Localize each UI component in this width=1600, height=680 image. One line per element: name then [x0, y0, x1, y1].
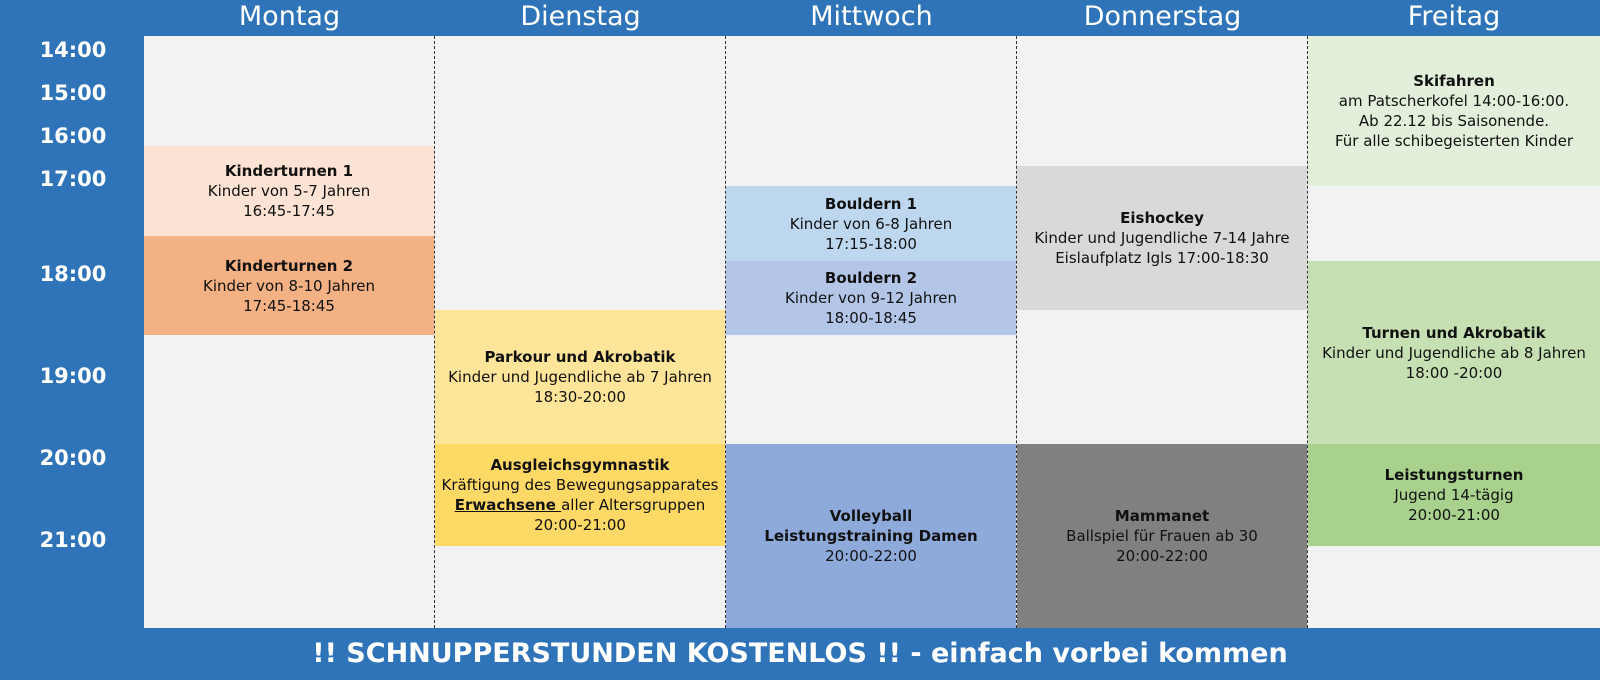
day-header-mittwoch: Mittwoch: [810, 1, 933, 32]
event-skifahren[interactable]: Skifahren am Patscherkofel 14:00-16:00. …: [1308, 36, 1600, 186]
event-detail: Kinder von 6-8 Jahren: [789, 214, 953, 233]
event-time: 20:00-22:00: [1116, 547, 1208, 565]
event-detail-2: Ab 22.12 bis Saisonende.: [1358, 112, 1550, 130]
event-title: Parkour und Akrobatik: [484, 348, 676, 366]
event-detail-2: Erwachsene aller Altersgruppen: [455, 495, 706, 515]
event-time: 17:45-18:45: [243, 296, 335, 315]
event-turnen-akrobatik[interactable]: Turnen und Akrobatik Kinder und Jugendli…: [1308, 261, 1600, 444]
column-divider: [1016, 36, 1017, 628]
schedule-grid: Kinderturnen 1 Kinder von 5-7 Jahren 16:…: [144, 36, 1600, 628]
event-detail: Kinder und Jugendliche ab 7 Jahren: [448, 368, 712, 386]
time-label-1600: 16:00: [39, 124, 107, 148]
event-title: Volleyball: [829, 507, 913, 525]
time-label-1900: 19:00: [39, 364, 107, 388]
event-detail: Kinder von 9-12 Jahren: [784, 289, 958, 307]
event-mammanet[interactable]: Mammanet Ballspiel für Frauen ab 30 20:0…: [1017, 444, 1307, 628]
event-kinderturnen-2[interactable]: Kinderturnen 2 Kinder von 8-10 Jahren 17…: [144, 236, 434, 335]
event-bouldern-1[interactable]: Bouldern 1 Kinder von 6-8 Jahren 17:15-1…: [726, 186, 1016, 261]
event-time: 16:45-17:45: [243, 202, 335, 220]
event-ausgleichsgymnastik[interactable]: Ausgleichsgymnastik Kräftigung des Beweg…: [435, 444, 725, 546]
day-header-freitag: Freitag: [1407, 1, 1501, 32]
event-title: Bouldern 2: [824, 269, 918, 287]
footer-banner: !! SCHNUPPERSTUNDEN KOSTENLOS !! - einfa…: [0, 628, 1600, 677]
event-detail: Kräftigung des Bewegungsapparates: [441, 476, 719, 494]
event-time: 17:15-18:00: [825, 234, 917, 253]
event-bouldern-2[interactable]: Bouldern 2 Kinder von 9-12 Jahren 18:00-…: [726, 261, 1016, 335]
event-eishockey[interactable]: Eishockey Kinder und Jugendliche 7-14 Ja…: [1017, 166, 1307, 310]
time-label-2000: 20:00: [39, 446, 107, 470]
column-divider: [434, 36, 435, 628]
column-divider: [725, 36, 726, 628]
time-label-1400: 14:00: [39, 38, 107, 62]
event-time: 20:00-21:00: [534, 516, 626, 534]
event-detail: Leistungstraining Damen: [764, 527, 978, 545]
event-audience: Erwachsene: [454, 496, 562, 514]
event-time: Eislaufplatz Igls 17:00-18:30: [1055, 249, 1269, 267]
time-label-1700: 17:00: [39, 167, 107, 191]
event-parkour-akrobatik[interactable]: Parkour und Akrobatik Kinder und Jugendl…: [435, 310, 725, 444]
time-label-1800: 18:00: [39, 262, 107, 286]
event-detail: Kinder und Jugendliche ab 8 Jahren: [1322, 343, 1586, 362]
event-time: 20:00-21:00: [1408, 506, 1500, 524]
event-time: 20:00-22:00: [825, 547, 917, 565]
time-label-2100: 21:00: [39, 528, 107, 552]
event-kinderturnen-1[interactable]: Kinderturnen 1 Kinder von 5-7 Jahren 16:…: [144, 146, 434, 236]
event-time: 18:00 -20:00: [1405, 363, 1503, 382]
event-title: Kinderturnen 2: [224, 256, 354, 275]
event-title: Ausgleichsgymnastik: [490, 456, 670, 474]
event-title: Kinderturnen 1: [224, 162, 354, 180]
event-time: 18:30-20:00: [534, 388, 626, 406]
event-title: Skifahren: [1413, 72, 1495, 90]
column-divider: [1307, 36, 1308, 628]
event-time: 18:00-18:45: [825, 309, 917, 327]
event-title: Turnen und Akrobatik: [1362, 323, 1546, 342]
event-title: Bouldern 1: [824, 194, 918, 213]
event-detail-3: Für alle schibegeisterten Kinder: [1334, 132, 1574, 150]
time-label-1500: 15:00: [39, 81, 107, 105]
day-header-montag: Montag: [238, 1, 341, 32]
event-detail: Kinder von 5-7 Jahren: [207, 182, 371, 200]
day-header-donnerstag: Donnerstag: [1083, 1, 1242, 32]
event-title: Eishockey: [1120, 209, 1204, 227]
event-detail: Jugend 14-tägig: [1394, 486, 1514, 504]
footer-text: - einfach vorbei kommen: [900, 638, 1288, 669]
footer-highlight: !! SCHNUPPERSTUNDEN KOSTENLOS !!: [312, 638, 901, 669]
event-detail: Ballspiel für Frauen ab 30: [1066, 527, 1258, 545]
event-title: Mammanet: [1114, 507, 1210, 525]
day-header-dienstag: Dienstag: [520, 1, 641, 32]
event-volleyball[interactable]: Volleyball Leistungstraining Damen 20:00…: [726, 444, 1016, 628]
event-detail: Kinder von 8-10 Jahren: [202, 276, 376, 295]
event-title: Leistungsturnen: [1384, 466, 1524, 484]
event-detail: Kinder und Jugendliche 7-14 Jahre: [1034, 229, 1290, 247]
event-detail: am Patscherkofel 14:00-16:00.: [1338, 92, 1570, 110]
event-leistungsturnen[interactable]: Leistungsturnen Jugend 14-tägig 20:00-21…: [1308, 444, 1600, 546]
event-audience-rest: aller Altersgruppen: [561, 496, 706, 514]
